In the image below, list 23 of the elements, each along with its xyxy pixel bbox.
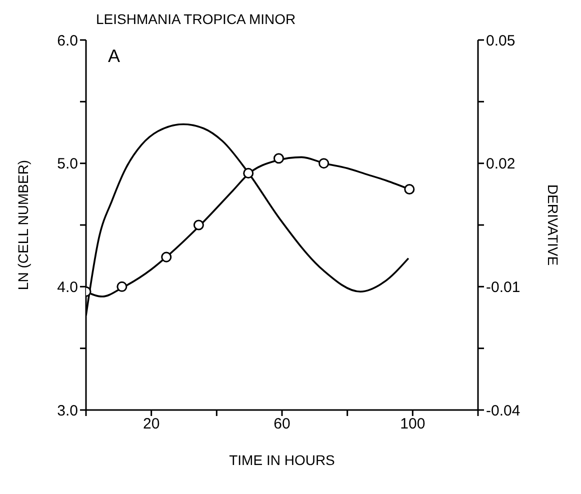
y-tick-label: 3.0 xyxy=(57,402,78,420)
x-tick-label: 20 xyxy=(142,416,160,433)
y-tick-label: 4.0 xyxy=(57,278,78,296)
annotation: A xyxy=(108,46,120,67)
point xyxy=(273,153,284,164)
y-axis-title: LN (CELL NUMBER) xyxy=(14,160,31,290)
point xyxy=(243,168,254,178)
x-axis-title: TIME IN HOURS xyxy=(229,452,335,468)
point xyxy=(161,252,172,262)
y2-tick-label: -0.01 xyxy=(486,278,520,296)
point xyxy=(404,184,415,194)
y2-tick-label: 0.05 xyxy=(486,32,516,50)
y-tick-label: 6.0 xyxy=(57,32,78,50)
y-tick-label: 5.0 xyxy=(57,156,78,173)
x-tick-label: 60 xyxy=(274,416,290,433)
y2-axis-title: DERIVATIVE xyxy=(545,184,562,266)
point xyxy=(116,281,128,292)
point xyxy=(193,220,204,230)
x-tick-label: 100 xyxy=(400,416,426,433)
chart-title: LEISHMANIA TROPICA MINOR xyxy=(95,10,297,29)
y2-tick-label: -0.04 xyxy=(486,402,520,420)
point xyxy=(318,158,330,169)
y2-tick-label: 0.02 xyxy=(486,156,516,173)
